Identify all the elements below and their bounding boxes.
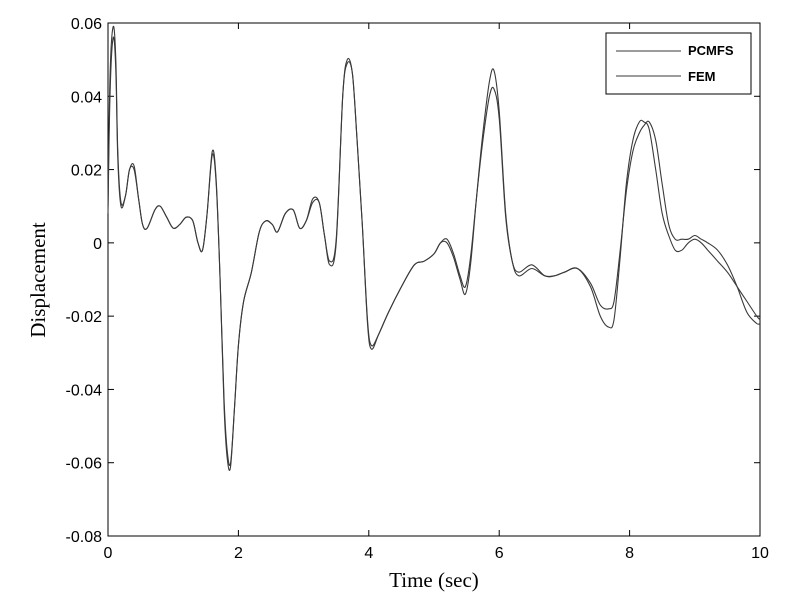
- y-tick-label: 0.04: [71, 89, 102, 106]
- x-tick-label: 10: [751, 545, 769, 562]
- y-axis: -0.08 -0.06 -0.04 -0.02 0 0.02 0.04 0.06: [66, 16, 760, 546]
- x-tick-label: 8: [625, 545, 634, 562]
- y-tick-label: -0.04: [66, 382, 103, 399]
- plot-area: [107, 22, 761, 537]
- y-tick-label: 0.06: [71, 16, 102, 33]
- legend-label-fem: FEM: [688, 69, 715, 84]
- y-tick-label: -0.08: [66, 529, 103, 546]
- y-axis-label: Displacement: [26, 222, 50, 338]
- x-tick-label: 0: [104, 545, 113, 562]
- y-tick-label: -0.06: [66, 456, 103, 473]
- legend-label-pcmfs: PCMFS: [688, 43, 734, 58]
- series-line-fem: [107, 36, 761, 467]
- series-layer: [107, 25, 761, 471]
- legend: PCMFS FEM: [605, 32, 752, 95]
- legend-box: [605, 32, 752, 95]
- y-tick-label: 0.02: [71, 163, 102, 180]
- y-tick-label: -0.02: [66, 309, 103, 326]
- x-tick-label: 6: [495, 545, 504, 562]
- x-tick-label: 2: [234, 545, 243, 562]
- y-tick-label: 0: [93, 236, 102, 253]
- x-tick-label: 4: [364, 545, 373, 562]
- x-axis: 0 2 4 6 8 10: [104, 23, 769, 562]
- x-axis-label: Time (sec): [389, 568, 479, 592]
